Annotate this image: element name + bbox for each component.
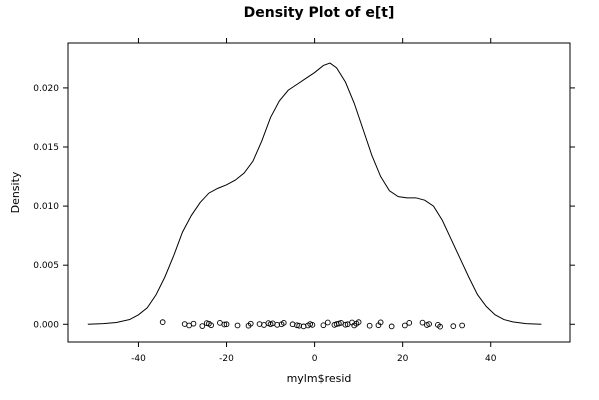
data-point xyxy=(342,321,349,328)
data-point xyxy=(294,322,300,329)
data-point xyxy=(324,319,331,326)
data-point xyxy=(247,320,254,327)
chart-title: Density Plot of e[t] xyxy=(244,5,395,21)
axis-tick-labels: -40 -20 0 20 40 0.000 0.005 0.010 0.015 0.020 xyxy=(33,84,497,364)
data-point xyxy=(388,323,395,330)
data-point xyxy=(459,322,465,329)
data-point xyxy=(419,319,426,326)
data-point xyxy=(402,322,408,329)
density-curve xyxy=(87,62,542,325)
data-point xyxy=(406,320,413,326)
plot-area xyxy=(87,62,542,330)
y-axis-label: Density xyxy=(9,171,22,213)
x-tick-label: -40 xyxy=(131,354,146,364)
x-tick-label: 0 xyxy=(312,354,318,364)
data-point xyxy=(280,320,287,326)
data-point xyxy=(437,323,443,330)
data-point xyxy=(208,322,214,329)
data-point xyxy=(366,322,373,329)
data-point xyxy=(320,322,327,329)
data-point xyxy=(159,319,166,326)
axis-ticks xyxy=(63,38,575,347)
y-tick-label: 0.000 xyxy=(33,320,59,330)
data-point xyxy=(234,322,241,329)
y-tick-label: 0.015 xyxy=(33,143,59,153)
x-tick-label: -20 xyxy=(219,354,234,364)
x-axis-label: mylm$resid xyxy=(287,372,352,385)
data-point xyxy=(309,322,316,328)
x-tick-label: 40 xyxy=(485,354,497,364)
data-point xyxy=(426,321,432,327)
y-tick-label: 0.005 xyxy=(33,261,59,271)
data-point xyxy=(450,323,457,330)
data-point xyxy=(377,319,384,326)
x-tick-label: 20 xyxy=(397,354,409,364)
data-point xyxy=(223,321,230,328)
y-tick-label: 0.010 xyxy=(33,202,59,212)
plot-frame xyxy=(67,42,571,343)
data-point xyxy=(199,323,206,329)
data-point xyxy=(190,320,197,327)
y-tick-label: 0.020 xyxy=(33,84,59,94)
data-point xyxy=(355,319,362,326)
data-point xyxy=(221,321,228,328)
